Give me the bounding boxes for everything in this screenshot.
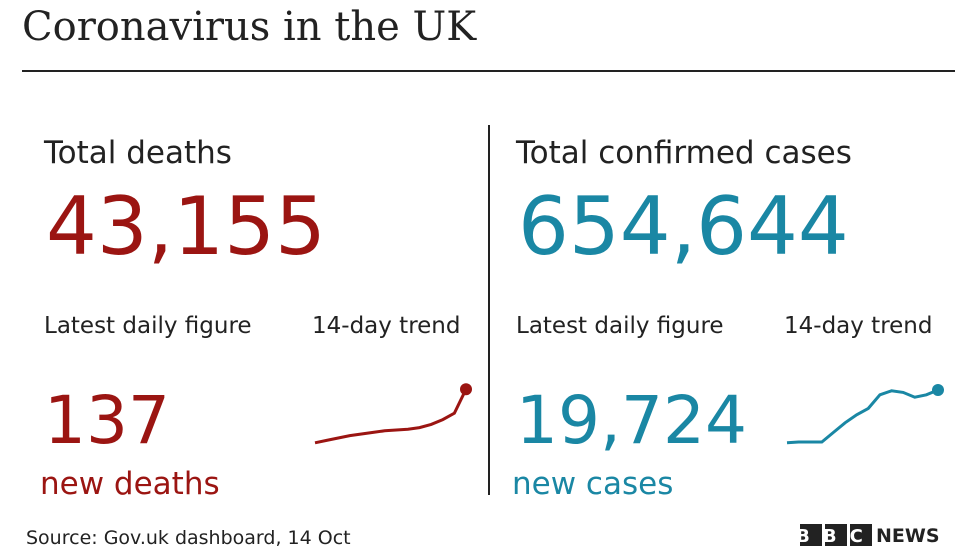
logo-bbc: BBC — [796, 526, 876, 547]
daily-label: Latest daily figure — [516, 313, 724, 339]
source: Source: Gov.uk dashboard, 14 Oct — [26, 527, 351, 549]
daily-unit: new deaths — [40, 466, 220, 502]
panel-label: Total confirmed cases — [515, 135, 852, 171]
daily-label: Latest daily figure — [44, 313, 252, 339]
daily-value: 19,724 — [516, 382, 747, 459]
logo-news: NEWS — [876, 525, 940, 547]
logo-box — [850, 524, 872, 546]
logo-box — [800, 524, 822, 546]
logo-box — [825, 524, 847, 546]
title: Coronavirus in the UK — [22, 4, 477, 50]
trend-line — [314, 388, 468, 445]
panel-label: Total deaths — [43, 135, 232, 171]
trend-label: 14-day trend — [312, 313, 460, 339]
total-value: 43,155 — [46, 180, 326, 273]
trend-end-dot — [932, 384, 944, 396]
total-value: 654,644 — [518, 180, 849, 273]
daily-unit: new cases — [512, 466, 673, 502]
daily-value: 137 — [44, 382, 170, 459]
trend-line — [786, 388, 939, 445]
trend-label: 14-day trend — [784, 313, 932, 339]
trend-end-dot — [460, 383, 472, 396]
bbc-logo: BBC NEWS — [796, 524, 940, 547]
